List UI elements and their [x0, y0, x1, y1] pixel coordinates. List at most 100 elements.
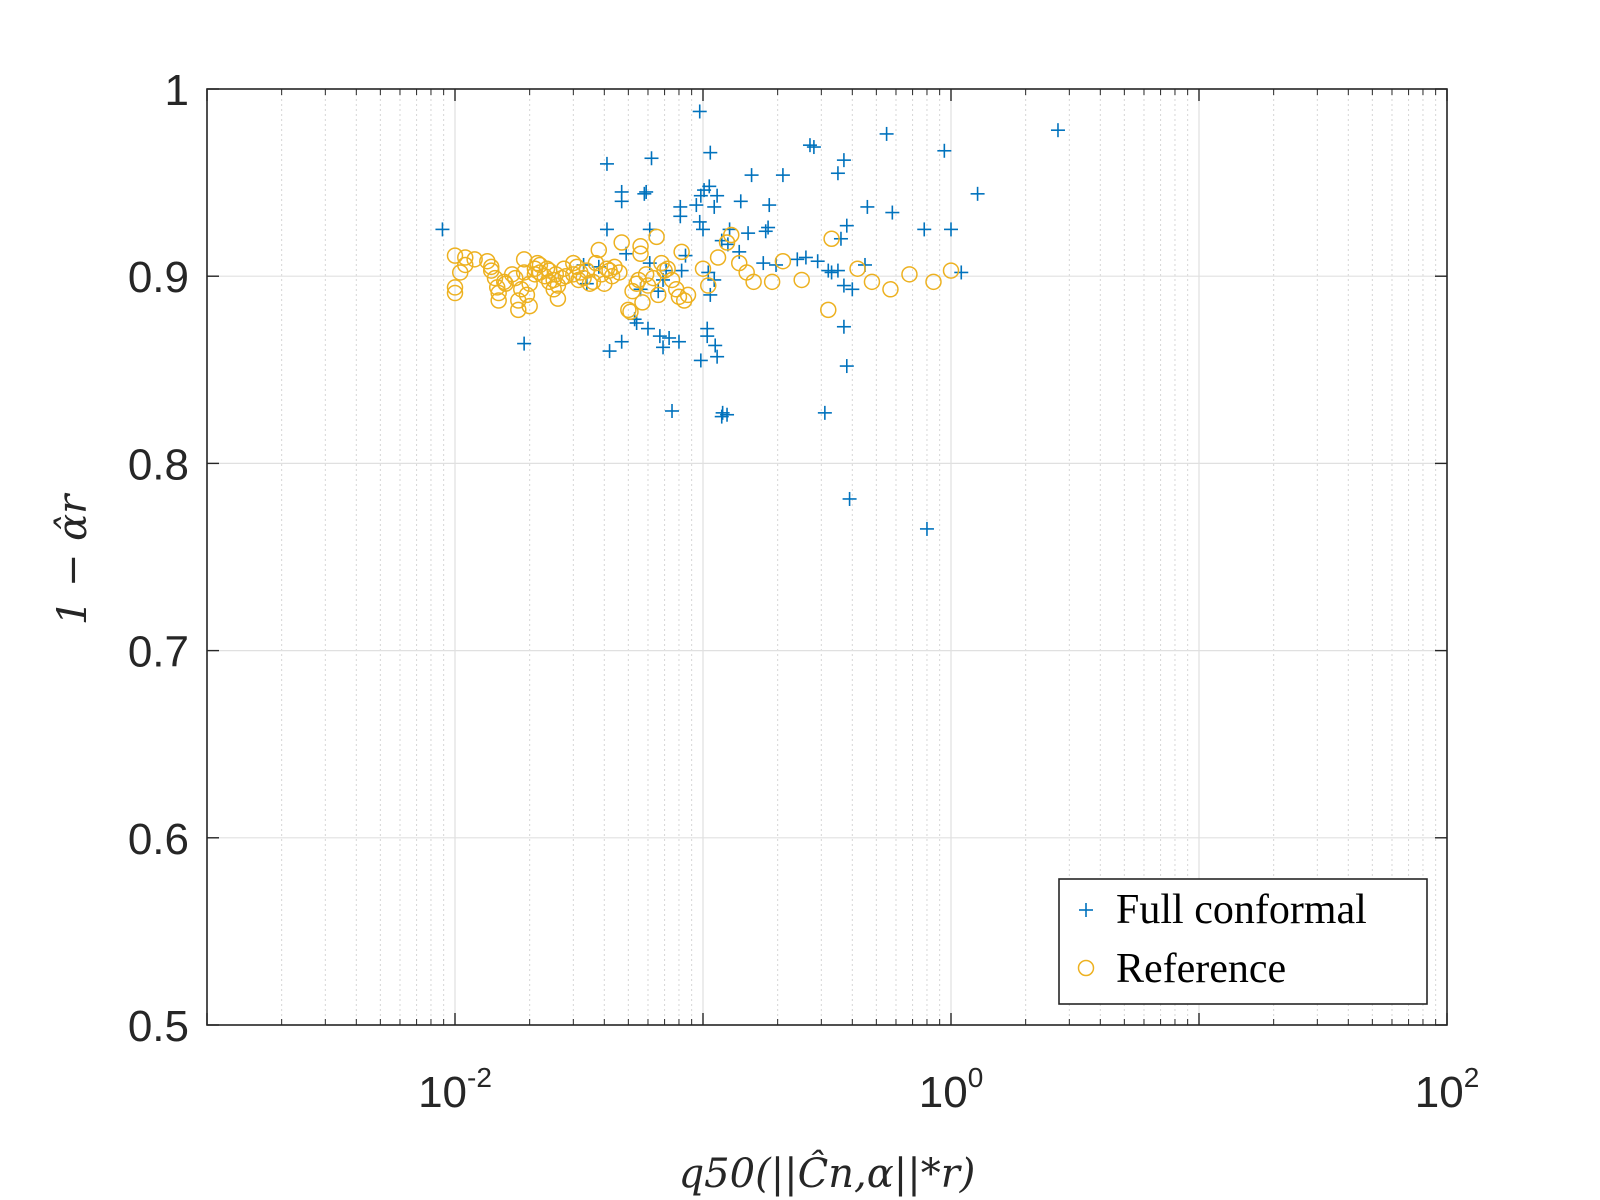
- data-point-full-conformal: [614, 334, 629, 349]
- data-point-full-conformal: [692, 104, 707, 119]
- data-point-reference: [659, 260, 676, 277]
- x-tick-label: 10-2: [418, 1062, 492, 1117]
- data-point-reference: [466, 251, 483, 268]
- data-point-full-conformal: [629, 316, 644, 330]
- data-point-full-conformal: [919, 521, 934, 536]
- data-point-reference: [529, 254, 546, 272]
- data-point-reference: [457, 256, 474, 274]
- data-point-reference: [490, 292, 507, 309]
- data-point-full-conformal: [710, 188, 725, 203]
- data-point-full-conformal: [937, 143, 952, 158]
- data-point-full-conformal: [954, 265, 969, 280]
- data-point-full-conformal: [836, 319, 851, 334]
- y-tick-label: 0.7: [128, 628, 189, 677]
- data-point-full-conformal: [798, 250, 813, 265]
- data-point-full-conformal: [741, 226, 756, 241]
- data-point-reference: [613, 234, 630, 251]
- data-point-full-conformal: [671, 334, 686, 349]
- data-point-full-conformal: [839, 218, 854, 233]
- data-point-reference: [820, 301, 837, 319]
- data-point-full-conformal: [678, 248, 693, 263]
- data-point-full-conformal: [970, 186, 985, 201]
- data-point-full-conformal: [435, 222, 450, 237]
- data-point-full-conformal: [703, 287, 718, 302]
- legend-box: [1058, 878, 1428, 1005]
- data-point-full-conformal: [790, 252, 805, 267]
- data-point-reference: [510, 301, 527, 319]
- data-point-full-conformal: [652, 329, 667, 344]
- y-tick-label: 1: [165, 66, 189, 115]
- data-point-full-conformal: [640, 321, 655, 336]
- data-point-full-conformal: [665, 403, 680, 418]
- data-point-full-conformal: [614, 194, 629, 209]
- data-point-reference: [622, 303, 639, 321]
- data-point-full-conformal: [701, 265, 716, 280]
- data-point-reference: [457, 249, 474, 266]
- data-point-full-conformal: [644, 151, 659, 166]
- data-point-reference: [849, 260, 866, 277]
- data-point-reference: [632, 237, 649, 255]
- legend-plus-marker: [1079, 903, 1093, 917]
- data-point-reference: [446, 279, 464, 296]
- data-point-reference: [634, 294, 651, 311]
- data-point-full-conformal: [637, 186, 652, 201]
- data-point-reference: [793, 271, 810, 289]
- data-point-reference: [628, 275, 645, 292]
- data-point-reference: [611, 264, 628, 281]
- data-point-full-conformal: [879, 126, 894, 141]
- data-point-reference: [644, 269, 662, 287]
- x-tick-labels: 10-2 100 102: [418, 1062, 1479, 1117]
- data-point-full-conformal: [656, 340, 671, 355]
- data-point-reference: [593, 266, 610, 283]
- data-point-full-conformal: [860, 199, 875, 214]
- data-point-reference: [521, 275, 538, 292]
- y-tick-label: 0.9: [128, 253, 189, 302]
- data-point-reference: [723, 226, 740, 244]
- data-point-full-conformal: [944, 222, 958, 237]
- data-point-reference: [590, 241, 608, 259]
- series-reference: [446, 226, 960, 321]
- data-point-full-conformal: [703, 145, 718, 160]
- data-point-reference: [694, 260, 712, 277]
- data-point-full-conformal: [733, 194, 748, 209]
- data-point-full-conformal: [602, 344, 617, 359]
- data-point-full-conformal: [599, 222, 614, 237]
- data-point-reference: [446, 247, 464, 264]
- data-point-reference: [745, 273, 762, 291]
- data-point-full-conformal: [839, 359, 854, 374]
- data-point-reference: [653, 254, 670, 272]
- data-point-reference: [606, 258, 623, 276]
- data-point-full-conformal: [775, 168, 790, 183]
- data-point-reference: [863, 273, 881, 291]
- data-point-full-conformal: [762, 198, 777, 213]
- data-point-reference: [679, 286, 697, 304]
- x-axis-label: q50(||Ĉn,α||*r): [679, 1150, 976, 1197]
- legend: Full conformal Reference: [1058, 878, 1428, 1005]
- legend-label-full-conformal: Full conformal: [1116, 887, 1367, 933]
- legend-marker-reference: [1077, 959, 1095, 977]
- data-point-full-conformal: [732, 244, 747, 259]
- data-point-reference: [774, 252, 792, 270]
- data-point-reference: [901, 266, 918, 283]
- data-point-reference: [882, 281, 899, 298]
- data-point-reference: [446, 284, 464, 302]
- data-point-full-conformal: [720, 407, 735, 422]
- data-point-full-conformal: [1050, 123, 1065, 138]
- data-point-full-conformal: [662, 330, 677, 345]
- data-point-reference: [675, 292, 693, 309]
- data-point-reference: [482, 258, 500, 276]
- data-point-full-conformal: [639, 184, 654, 199]
- data-point-full-conformal: [824, 265, 839, 280]
- data-point-full-conformal: [722, 222, 737, 237]
- data-point-full-conformal: [692, 214, 707, 229]
- data-point-reference: [709, 249, 727, 266]
- data-point-full-conformal: [693, 188, 708, 203]
- data-point-reference: [925, 273, 942, 291]
- data-point-reference: [663, 271, 681, 289]
- data-point-full-conformal: [689, 198, 704, 213]
- data-point-full-conformal: [802, 138, 817, 153]
- x-tick-label: 102: [1415, 1062, 1480, 1117]
- data-point-full-conformal: [708, 338, 723, 353]
- x-tick-label: 100: [919, 1062, 984, 1117]
- data-point-full-conformal: [599, 156, 614, 171]
